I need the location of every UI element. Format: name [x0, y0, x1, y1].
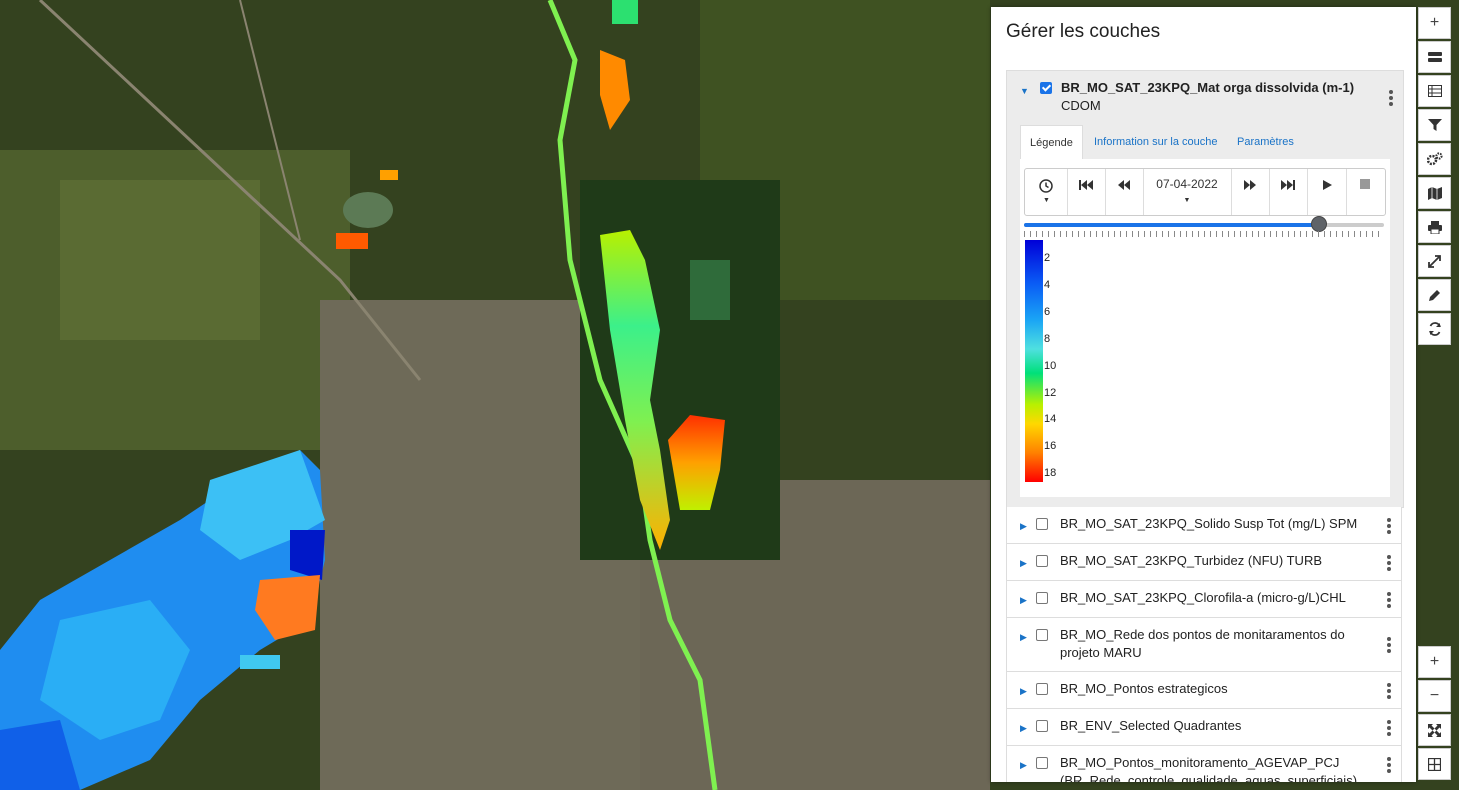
panel-title: Gérer les couches: [1006, 21, 1161, 42]
layer-menu-icon[interactable]: [1387, 637, 1391, 655]
chevron-right-icon[interactable]: ▶: [1020, 760, 1027, 770]
layer-menu-icon[interactable]: [1387, 592, 1391, 610]
layer-visibility-checkbox[interactable]: [1036, 592, 1048, 604]
fast-forward-icon[interactable]: [1231, 169, 1270, 215]
layer-visibility-checkbox[interactable]: [1036, 683, 1048, 695]
chevron-right-icon[interactable]: ▶: [1020, 521, 1027, 531]
rewind-icon[interactable]: [1105, 169, 1144, 215]
layer-menu-icon[interactable]: [1387, 555, 1391, 573]
active-layer-card: ▼ BR_MO_SAT_23KPQ_Mat orga dissolvida (m…: [1006, 70, 1404, 508]
legend-label: 6: [1044, 305, 1051, 318]
layer-visibility-checkbox[interactable]: [1036, 720, 1048, 732]
map-icon[interactable]: [1418, 177, 1451, 209]
layer-name: BR_MO_SAT_23KPQ_Turbidez (NFU) TURB: [1060, 553, 1322, 568]
layer-name-line2: (BR_Rede_controle_qualidade_aguas_superf…: [1060, 773, 1358, 782]
chevron-down-icon[interactable]: ▼: [1020, 86, 1029, 96]
chevron-right-icon[interactable]: ▶: [1020, 632, 1027, 642]
pencil-icon[interactable]: [1418, 279, 1451, 311]
time-slider[interactable]: [1024, 216, 1384, 232]
legend-label: 12: [1044, 386, 1057, 399]
layer-row[interactable]: ▶ BR_MO_SAT_23KPQ_Clorofila-a (micro-g/L)…: [1006, 581, 1402, 618]
chevron-right-icon[interactable]: ▶: [1020, 558, 1027, 568]
cogs-icon[interactable]: [1418, 143, 1451, 175]
layer-visibility-checkbox[interactable]: [1036, 757, 1048, 769]
expand-icon[interactable]: [1418, 245, 1451, 277]
layer-row[interactable]: ▶ BR_MO_SAT_23KPQ_Turbidez (NFU) TURB: [1006, 544, 1402, 581]
layer-name: BR_MO_SAT_23KPQ_Solido Susp Tot (mg/L) S…: [1060, 516, 1358, 531]
layer-row[interactable]: ▶ BR_MO_Pontos_monitoramento_AGEVAP_PCJ (B…: [1006, 746, 1402, 782]
last-frame-icon[interactable]: [1269, 169, 1308, 215]
layer-visibility-checkbox[interactable]: [1036, 518, 1048, 530]
print-icon[interactable]: [1418, 211, 1451, 243]
time-slider-handle[interactable]: [1311, 216, 1328, 232]
chevron-right-icon[interactable]: ▶: [1020, 686, 1027, 696]
layer-name: BR_ENV_Selected Quadrantes: [1060, 718, 1242, 733]
zoom-in-icon[interactable]: +: [1418, 646, 1451, 678]
grid-icon[interactable]: [1418, 748, 1451, 780]
legend-label: 10: [1044, 359, 1057, 372]
layer-visibility-checkbox[interactable]: [1040, 82, 1052, 94]
layer-row[interactable]: ▶ BR_ENV_Selected Quadrantes: [1006, 709, 1402, 746]
play-icon[interactable]: [1307, 169, 1347, 215]
refresh-icon[interactable]: [1418, 313, 1451, 345]
chevron-right-icon[interactable]: ▶: [1020, 723, 1027, 733]
legend-label: 4: [1044, 278, 1051, 291]
layer-visibility-checkbox[interactable]: [1036, 555, 1048, 567]
clock-icon[interactable]: ▼: [1025, 169, 1068, 215]
legend-label: 14: [1044, 413, 1057, 426]
layer-manager-panel: Gérer les couches ▼ BR_MO_SAT_23KPQ_Mat …: [991, 7, 1416, 782]
legend-label: 2: [1044, 252, 1051, 264]
legend-label: 18: [1044, 467, 1057, 480]
layer-name-line2: projeto MARU: [1060, 645, 1142, 660]
stop-icon[interactable]: [1346, 169, 1384, 215]
active-layer-name: BR_MO_SAT_23KPQ_Mat orga dissolvida (m-1…: [1061, 80, 1355, 95]
caret-down-icon: ▼: [1183, 197, 1191, 204]
zoom-out-icon[interactable]: −: [1418, 680, 1451, 712]
chevron-right-icon[interactable]: ▶: [1020, 595, 1027, 605]
legend-label: 16: [1044, 440, 1057, 453]
layer-menu-icon[interactable]: [1389, 90, 1393, 108]
layer-visibility-checkbox[interactable]: [1036, 629, 1048, 641]
layer-name: BR_MO_SAT_23KPQ_Clorofila-a (micro-g/L)C…: [1060, 590, 1346, 605]
legend-label: 8: [1044, 332, 1051, 345]
layer-row[interactable]: ▶ BR_MO_Rede dos pontos de monitaramentos…: [1006, 618, 1402, 672]
table-icon[interactable]: [1418, 75, 1451, 107]
active-layer-subname: CDOM: [1061, 98, 1101, 113]
layers-stack-icon[interactable]: [1418, 41, 1451, 73]
layer-row[interactable]: ▶ BR_MO_Pontos estrategicos: [1006, 672, 1402, 709]
layer-row[interactable]: ▶ BR_MO_SAT_23KPQ_Solido Susp Tot (mg/L) …: [1006, 507, 1402, 544]
tab-legende[interactable]: Légende: [1020, 125, 1083, 160]
layer-name: BR_MO_Pontos estrategicos: [1060, 681, 1228, 696]
time-player: ▼ 07-04-2022 ▼: [1024, 168, 1386, 216]
layer-menu-icon[interactable]: [1387, 518, 1391, 536]
layer-name: BR_MO_Rede dos pontos de monitaramentos …: [1060, 627, 1345, 642]
current-date: 07-04-2022: [1156, 177, 1218, 191]
legend-tab-content: ▼ 07-04-2022 ▼: [1020, 159, 1390, 497]
date-selector[interactable]: 07-04-2022 ▼: [1143, 169, 1232, 215]
legend-colorbar: [1025, 240, 1043, 482]
layer-menu-icon[interactable]: [1387, 720, 1391, 738]
layer-menu-icon[interactable]: [1387, 757, 1391, 775]
layer-name: BR_MO_Pontos_monitoramento_AGEVAP_PCJ: [1060, 755, 1340, 770]
tab-parametres[interactable]: Paramètres: [1237, 136, 1294, 148]
plus-icon[interactable]: +: [1418, 7, 1451, 39]
time-slider-fill: [1024, 223, 1320, 227]
filter-icon[interactable]: [1418, 109, 1451, 141]
tab-information[interactable]: Information sur la couche: [1094, 136, 1218, 148]
fullscreen-icon[interactable]: [1418, 714, 1451, 746]
layer-menu-icon[interactable]: [1387, 683, 1391, 701]
time-slider-ticks: [1024, 231, 1384, 237]
first-frame-icon[interactable]: [1067, 169, 1106, 215]
